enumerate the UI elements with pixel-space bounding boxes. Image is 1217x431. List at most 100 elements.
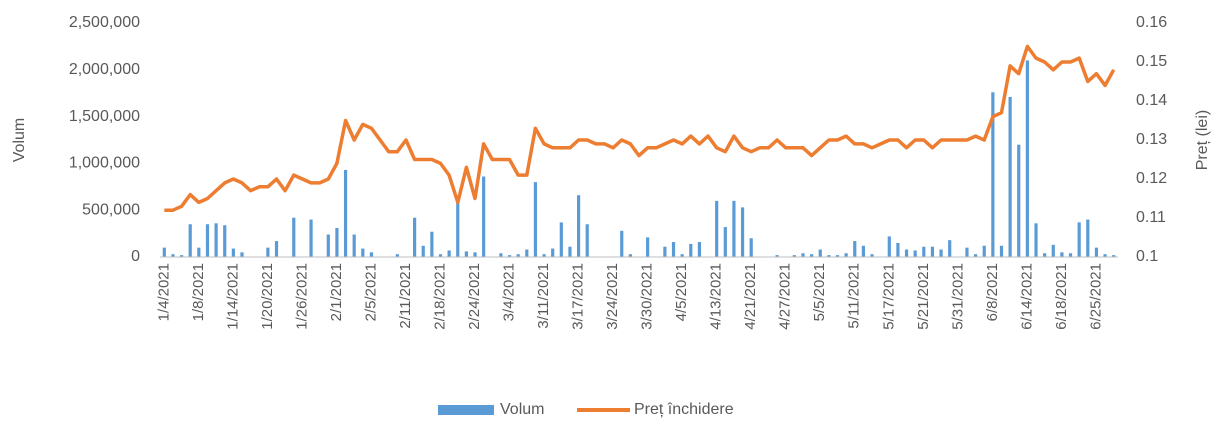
y-tick-label: 500,000 xyxy=(82,201,140,218)
x-tick-label: 1/20/2021 xyxy=(259,263,276,330)
bar xyxy=(464,251,468,257)
bar xyxy=(896,242,900,257)
bar xyxy=(1008,96,1012,257)
bar xyxy=(1017,144,1021,257)
bar xyxy=(274,241,279,257)
bar xyxy=(369,252,374,257)
x-tick-label: 2/11/2021 xyxy=(397,263,414,329)
bar xyxy=(516,254,520,257)
bar xyxy=(680,254,684,257)
bar xyxy=(240,252,244,257)
bar xyxy=(482,176,486,257)
bar xyxy=(266,247,270,257)
x-tick-label: 1/8/2021 xyxy=(190,263,207,321)
bar xyxy=(715,200,719,257)
bar xyxy=(853,241,857,257)
bar xyxy=(1025,60,1029,257)
x-tick-label: 3/24/2021 xyxy=(604,263,621,330)
y2-axis-label: Preț (lei) xyxy=(1194,110,1211,170)
bar xyxy=(162,247,166,257)
y-tick-label: 2,500,000 xyxy=(69,14,140,31)
bar xyxy=(473,252,477,257)
bar xyxy=(326,234,330,257)
y2-tick-label: 0.1 xyxy=(1136,248,1158,265)
bar xyxy=(689,243,693,257)
x-tick-label: 5/17/2021 xyxy=(880,263,897,330)
x-tick-label: 5/11/2021 xyxy=(846,263,863,329)
y2-tick-label: 0.12 xyxy=(1136,170,1167,187)
y-tick-label: 2,000,000 xyxy=(69,61,140,78)
bar xyxy=(343,169,348,257)
x-tick-label: 3/11/2021 xyxy=(535,263,552,329)
bar xyxy=(922,246,926,257)
x-tick-label: 2/1/2021 xyxy=(328,263,345,321)
bar xyxy=(214,223,218,257)
y2-tick-label: 0.14 xyxy=(1136,92,1167,109)
bar xyxy=(939,249,943,257)
bar xyxy=(870,254,874,257)
y2-tick-label: 0.13 xyxy=(1136,131,1167,148)
bar xyxy=(646,237,650,257)
bar xyxy=(663,246,667,257)
y2-tick-label: 0.16 xyxy=(1136,14,1167,31)
bar xyxy=(576,195,581,257)
y-tick-label: 1,000,000 xyxy=(69,155,140,172)
bar xyxy=(965,247,969,257)
bar xyxy=(361,248,365,257)
bar xyxy=(732,200,736,257)
x-tick-label: 3/30/2021 xyxy=(639,263,656,330)
x-tick-label: 2/24/2021 xyxy=(466,263,483,330)
bar xyxy=(1094,247,1099,257)
bar xyxy=(697,242,702,257)
bar xyxy=(292,217,296,257)
x-tick-label: 1/26/2021 xyxy=(293,263,310,330)
x-tick-label: 6/25/2021 xyxy=(1087,263,1104,330)
bar xyxy=(507,255,512,257)
x-tick-label: 4/13/2021 xyxy=(708,263,725,330)
bar xyxy=(1034,223,1038,257)
bar xyxy=(1043,253,1047,257)
bar xyxy=(413,217,417,257)
bar xyxy=(1112,255,1116,257)
bar xyxy=(835,255,840,257)
bar xyxy=(499,253,503,257)
bar xyxy=(827,255,831,257)
x-tick-label: 2/18/2021 xyxy=(431,263,448,330)
bar xyxy=(999,245,1004,257)
bar xyxy=(810,254,814,257)
legend-label: Preț închidere xyxy=(634,401,734,418)
bar xyxy=(309,219,313,257)
bar xyxy=(395,254,399,257)
bar xyxy=(628,254,632,257)
bar xyxy=(982,245,986,257)
bar xyxy=(447,250,451,257)
y-axis-label: Volum xyxy=(11,118,28,162)
bar xyxy=(551,248,555,257)
bar xyxy=(430,231,434,257)
bar xyxy=(930,246,935,257)
x-tick-label: 1/4/2021 xyxy=(155,263,172,321)
bar xyxy=(585,224,589,257)
bar xyxy=(171,254,175,257)
bar xyxy=(749,238,753,257)
bar xyxy=(620,230,624,257)
x-tick-label: 4/5/2021 xyxy=(673,263,690,321)
bar xyxy=(723,227,727,257)
bar xyxy=(559,222,563,257)
bar xyxy=(948,240,952,257)
y2-tick-label: 0.15 xyxy=(1136,53,1167,70)
y-tick-label: 0 xyxy=(131,248,140,265)
x-tick-label: 4/21/2021 xyxy=(742,263,759,330)
bar xyxy=(1077,222,1081,257)
x-tick-label: 6/8/2021 xyxy=(984,263,1001,321)
x-tick-label: 6/14/2021 xyxy=(1018,263,1035,330)
x-tick-label: 6/18/2021 xyxy=(1053,263,1070,330)
bar xyxy=(1060,252,1064,257)
legend-label: Volum xyxy=(500,401,544,418)
bar xyxy=(205,224,210,257)
bar xyxy=(887,236,891,257)
bar xyxy=(973,254,978,257)
bar xyxy=(740,207,745,257)
bar xyxy=(818,249,822,257)
bar xyxy=(913,250,917,257)
